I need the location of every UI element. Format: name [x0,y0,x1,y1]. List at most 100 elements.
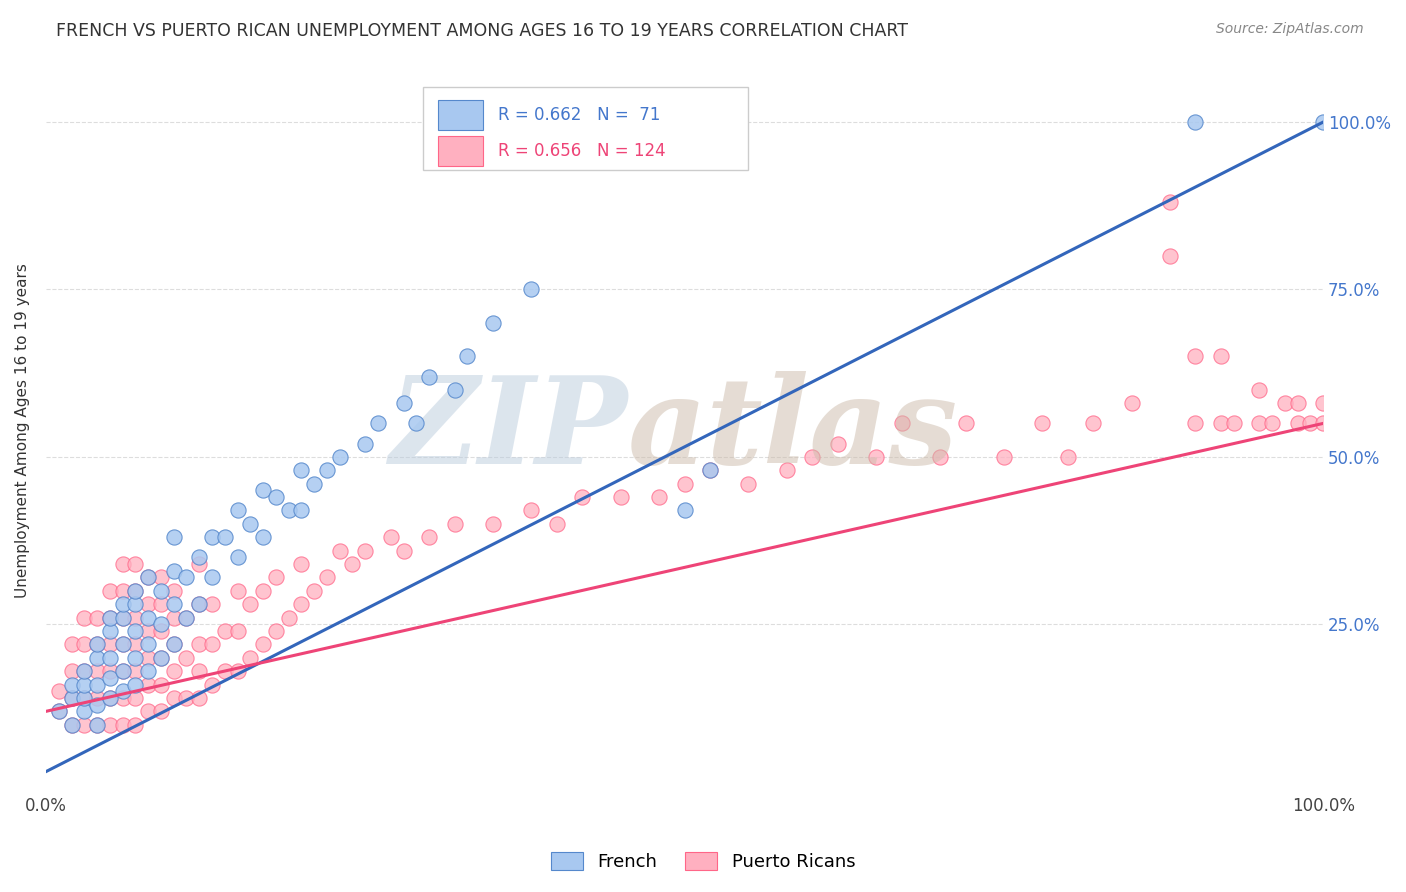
Point [136,704,159,718]
Point [124,690,146,705]
Point [73,690,96,705]
Point [1209,350,1232,364]
Point [86,637,108,651]
Point [239,650,262,665]
Point [571,490,593,504]
Point [73,637,96,651]
Point [124,637,146,651]
Point [163,664,186,678]
Point [111,583,134,598]
Point [111,610,134,624]
Point [111,637,134,651]
Point [98,664,121,678]
Point [136,610,159,624]
Point [226,664,249,678]
Point [98,717,121,731]
Point [136,570,159,584]
Point [86,717,108,731]
Point [329,450,352,464]
Point [149,583,172,598]
Point [98,583,121,598]
Point [648,490,671,504]
Point [149,570,172,584]
Point [111,557,134,571]
Point [60,690,83,705]
Point [111,684,134,698]
Point [136,677,159,691]
Point [149,597,172,611]
Point [699,463,721,477]
Point [86,690,108,705]
Point [149,650,172,665]
Point [1083,417,1105,431]
Point [86,664,108,678]
Point [354,543,377,558]
Point [1312,417,1334,431]
Point [1184,417,1206,431]
Point [214,624,236,638]
Point [163,583,186,598]
Point [111,717,134,731]
Point [124,664,146,678]
Point [367,417,389,431]
Point [252,530,274,544]
Point [136,637,159,651]
Text: R = 0.662   N =  71: R = 0.662 N = 71 [498,106,661,124]
Point [111,597,134,611]
Point [252,637,274,651]
Point [1249,417,1271,431]
Point [60,717,83,731]
Point [149,650,172,665]
Point [176,610,198,624]
Point [482,516,505,531]
Point [73,690,96,705]
Point [456,350,478,364]
Point [163,690,186,705]
Point [98,610,121,624]
Point [176,570,198,584]
Point [1261,417,1284,431]
Point [955,417,977,431]
Point [239,516,262,531]
Point [188,597,211,611]
Point [1159,249,1181,263]
Point [342,557,364,571]
Point [163,564,186,578]
Point [609,490,631,504]
Point [111,610,134,624]
Point [302,476,325,491]
Point [865,450,887,464]
Point [60,690,83,705]
Point [801,450,824,464]
Point [176,690,198,705]
Point [73,717,96,731]
Point [111,690,134,705]
Point [354,436,377,450]
Text: R = 0.656   N = 124: R = 0.656 N = 124 [498,142,665,160]
Point [98,610,121,624]
Point [226,503,249,517]
Point [699,463,721,477]
Point [214,530,236,544]
Point [1312,115,1334,129]
Point [1249,383,1271,397]
Point [136,650,159,665]
Point [60,677,83,691]
Point [124,610,146,624]
Point [290,597,312,611]
Point [277,610,299,624]
Point [163,637,186,651]
Text: FRENCH VS PUERTO RICAN UNEMPLOYMENT AMONG AGES 16 TO 19 YEARS CORRELATION CHART: FRENCH VS PUERTO RICAN UNEMPLOYMENT AMON… [56,22,908,40]
Point [1286,396,1309,410]
Point [188,637,211,651]
Point [124,583,146,598]
Point [111,637,134,651]
Point [380,530,402,544]
Point [201,677,224,691]
Point [86,637,108,651]
Point [149,624,172,638]
Point [443,516,465,531]
Point [1121,396,1143,410]
Point [890,417,912,431]
Point [48,704,70,718]
